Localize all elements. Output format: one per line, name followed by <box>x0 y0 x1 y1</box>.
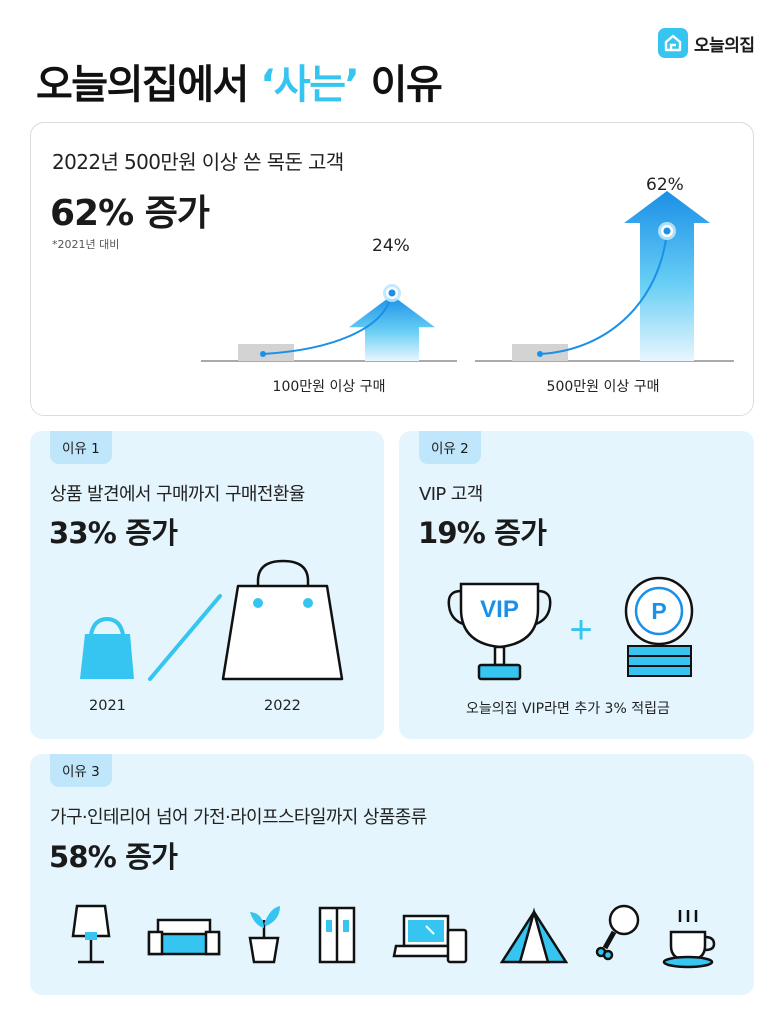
trend-line-1 <box>262 292 393 355</box>
growth-line <box>148 594 222 681</box>
brand-logo[interactable]: 오늘의집 <box>658 28 755 58</box>
reason3-subtitle: 가구·인테리어 넘어 가전·라이프스타일까지 상품종류 <box>50 807 427 828</box>
year-2021-label: 2021 <box>89 698 126 714</box>
reason2-tag: 이유 2 <box>419 431 481 464</box>
bar-2021-1 <box>238 344 294 361</box>
vip-illustration: VIP + P <box>447 576 694 681</box>
summary-card <box>30 122 754 416</box>
value-label-1: 24% <box>372 236 410 256</box>
chart-label-2: 500만원 이상 구매 <box>546 379 660 395</box>
category-icons <box>71 904 716 969</box>
laptop-phone-icon <box>392 914 468 964</box>
reason2-panel <box>399 431 754 739</box>
reason3-headline: 58% 증가 <box>49 840 178 874</box>
summary-subtitle: 2022년 500만원 이상 쓴 목돈 고객 <box>52 150 344 174</box>
arrow-2022-2 <box>624 191 710 361</box>
reason1-tag: 이유 1 <box>50 431 112 464</box>
point-coin-icon <box>624 576 694 677</box>
reason1-subtitle: 상품 발견에서 구매까지 구매전환율 <box>50 484 305 505</box>
summary-note: *2021년 대비 <box>52 238 120 251</box>
year-2022-label: 2022 <box>264 698 301 714</box>
trend-line-2 <box>539 230 668 355</box>
point-start-2 <box>537 351 543 357</box>
chart-label-1: 100만원 이상 구매 <box>272 379 386 395</box>
tent-icon <box>499 907 569 964</box>
plant-icon <box>248 906 280 964</box>
brand-name: 오늘의집 <box>694 35 755 56</box>
page-title: 오늘의집에서 ‘사는’ 이유 <box>36 62 443 108</box>
large-bag-icon <box>221 559 344 681</box>
refrigerator-icon <box>318 906 356 964</box>
value-label-2: 62% <box>646 175 684 195</box>
chicken-leg-icon <box>595 904 640 961</box>
point-end-1 <box>388 289 396 297</box>
house-icon <box>658 28 688 58</box>
trophy-icon <box>447 582 552 681</box>
reason2-headline: 19% 증가 <box>418 516 547 550</box>
reason1-headline: 33% 증가 <box>49 516 178 550</box>
trophy-vip-text: VIP <box>480 596 519 623</box>
reason3-tag: 이유 3 <box>50 754 112 787</box>
sofa-icon <box>147 918 221 956</box>
small-bag-icon <box>80 616 134 679</box>
coffee-cup-icon <box>662 910 716 969</box>
chart-100-group <box>201 284 457 362</box>
point-end-2 <box>663 227 671 235</box>
shopping-bags-illustration <box>80 559 344 681</box>
lamp-icon <box>71 904 111 964</box>
point-start-1 <box>260 351 266 357</box>
arrow-2022-1 <box>349 295 435 361</box>
plus-sign: + <box>569 608 592 652</box>
chart-500-group <box>475 191 734 362</box>
vip-caption: 오늘의집 VIP라면 추가 3% 적립금 <box>466 701 670 717</box>
reason2-subtitle: VIP 고객 <box>419 484 483 505</box>
coin-p-text: P <box>651 598 666 624</box>
summary-headline: 62% 증가 <box>50 193 210 234</box>
growth-chart <box>201 191 734 362</box>
